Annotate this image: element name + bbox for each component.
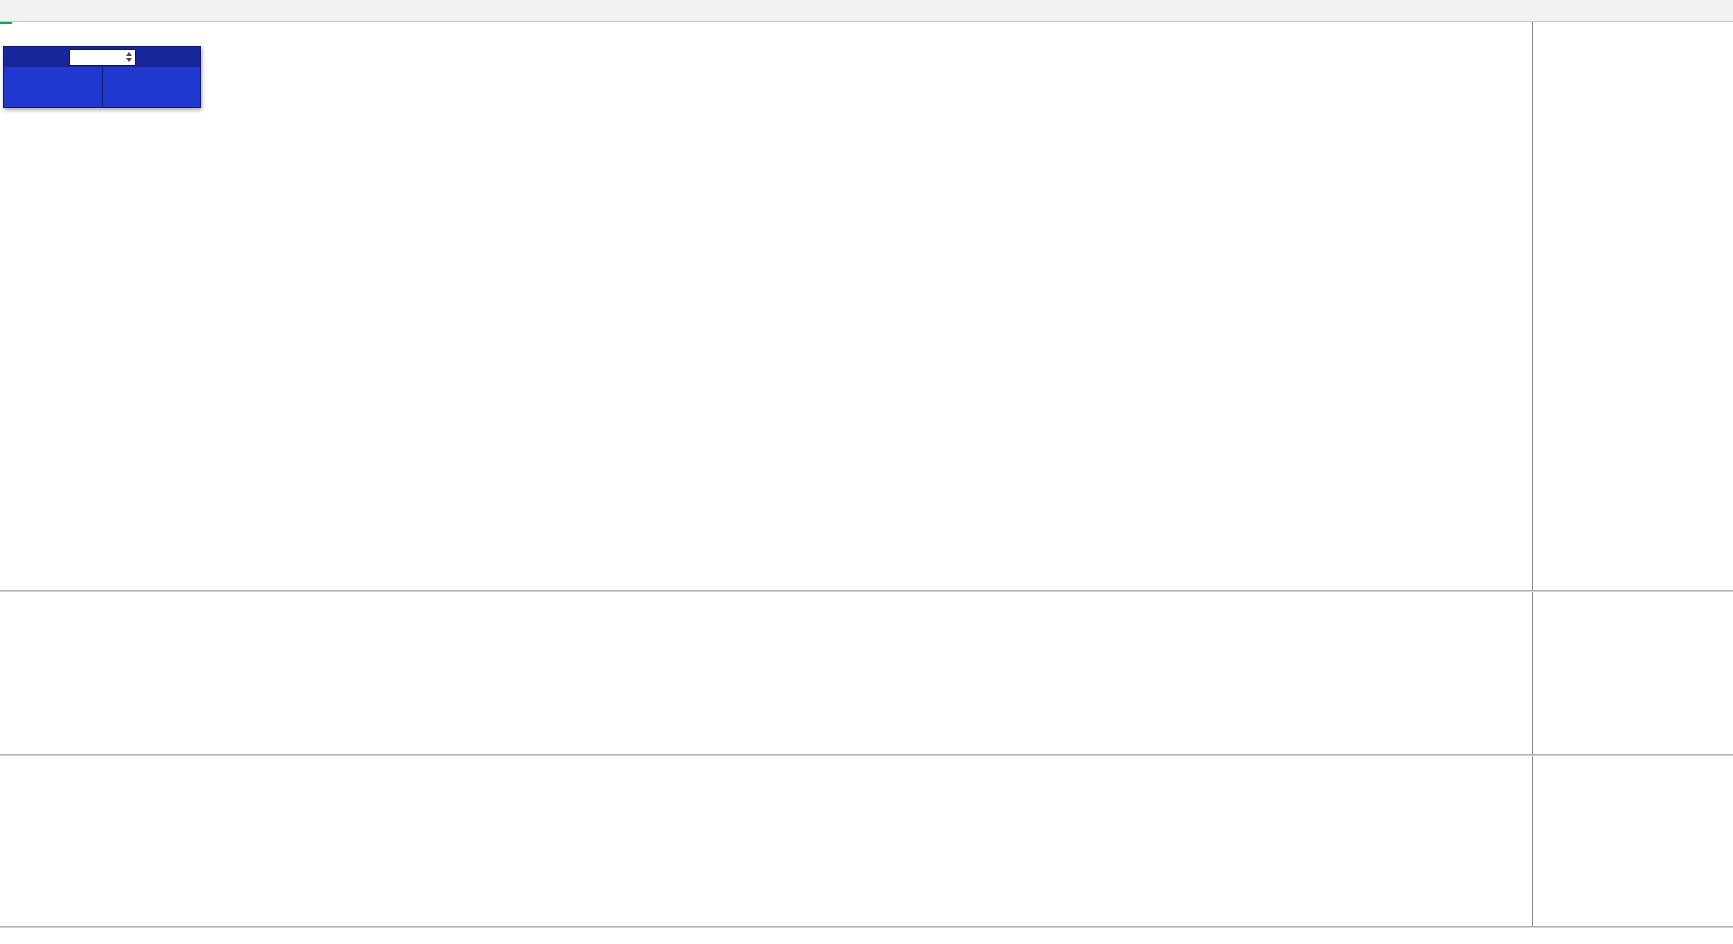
rsi-canvas[interactable] — [0, 756, 1733, 926]
volume-down-icon[interactable] — [125, 58, 132, 62]
buy-button[interactable] — [102, 67, 200, 107]
panel-separator — [0, 926, 1733, 928]
macd-indicator-panel — [0, 592, 1733, 754]
volume-stepper[interactable] — [125, 52, 132, 62]
one-click-trading-panel — [3, 46, 201, 108]
volume-input[interactable] — [68, 48, 136, 66]
macd-canvas[interactable] — [0, 592, 1733, 754]
volume-up-icon[interactable] — [125, 52, 132, 56]
panel-separator[interactable] — [0, 590, 1733, 592]
macd-label — [6, 595, 17, 607]
price-chart-canvas[interactable] — [0, 22, 1733, 590]
rsi-indicator-panel — [0, 756, 1733, 926]
reversal-zone-label[interactable] — [0, 22, 12, 24]
sell-button[interactable] — [4, 67, 103, 107]
axis-border-line — [1532, 22, 1533, 926]
main-chart-panel — [0, 22, 1733, 590]
chart-info-line — [5, 26, 10, 38]
panel-separator[interactable] — [0, 754, 1733, 756]
toolbar — [0, 0, 1733, 22]
rsi-label — [6, 759, 12, 771]
time-axis[interactable] — [0, 928, 1733, 944]
